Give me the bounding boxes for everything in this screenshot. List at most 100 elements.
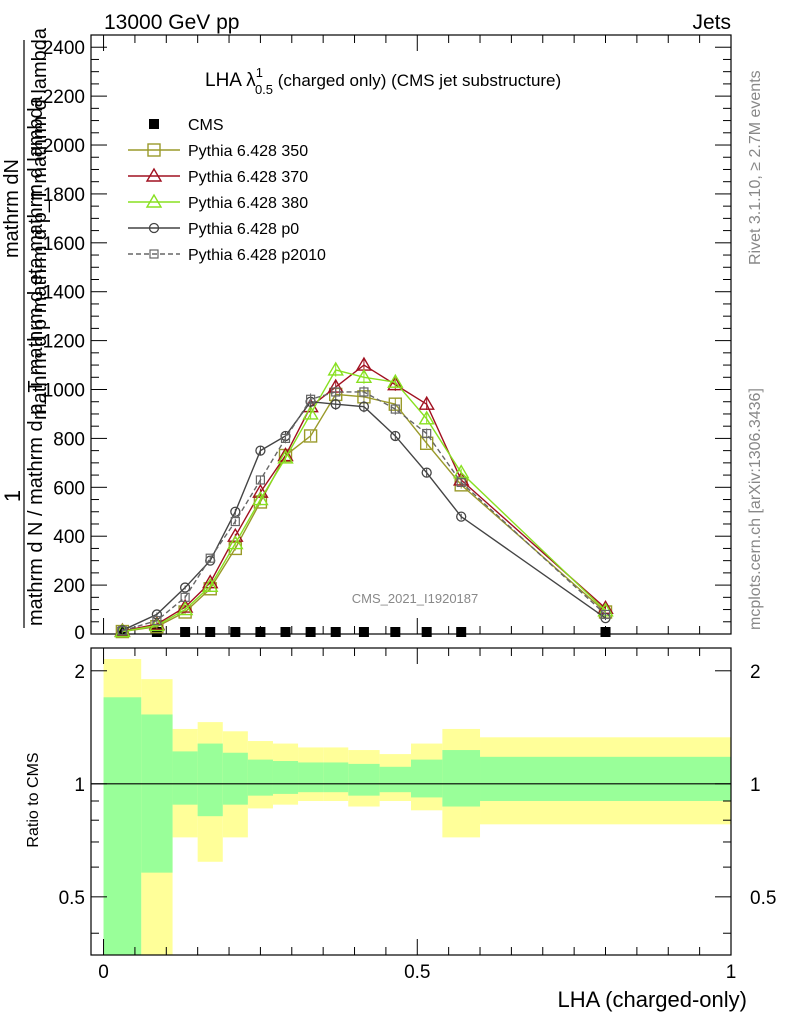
legend-label: Pythia 6.428 p0 [188, 221, 299, 238]
main-y-axis-label: 1 mathrm d N / mathrm d p_T mathrm d eta… [0, 27, 51, 628]
data-point [252, 491, 269, 506]
main-frame [90, 34, 732, 635]
plot-title: LHA λ1 0.5 (charged only) (CMS jet substr… [205, 65, 561, 97]
ylabel-numerator: mathrm dN [1, 159, 23, 258]
ratio-band-inner [197, 743, 223, 817]
data-point [600, 627, 611, 637]
data-point [255, 627, 266, 637]
data-point [227, 535, 244, 550]
data-point [179, 582, 191, 593]
ratio-y-tick-label-right: 2 [750, 662, 761, 683]
data-point [145, 167, 163, 182]
ratio-band-inner [272, 761, 299, 794]
y-tick-label-zero: 0 [74, 623, 85, 644]
series-line [122, 364, 606, 632]
ratio-band-inner [411, 759, 443, 798]
y-tick-label: 1400 [43, 283, 85, 304]
y-tick-label: 1800 [43, 185, 85, 206]
data-point [180, 627, 191, 637]
data-point [230, 516, 240, 527]
ratio-bands [103, 658, 731, 955]
data-point [327, 361, 344, 376]
ylabel-one: 1 [0, 490, 25, 502]
y-tick-label: 1000 [43, 381, 85, 402]
ratio-band-inner [172, 751, 198, 805]
ratio-band-inner [323, 762, 349, 793]
ratio-y-tick-label-right: 1 [750, 775, 761, 796]
data-point [277, 449, 294, 464]
ratio-band-inner [247, 759, 273, 796]
legend-label: Pythia 6.428 350 [188, 143, 308, 160]
ylabel-denominator: mathrm d N / mathrm d p_T mathrm d eta m… [25, 95, 47, 626]
ratio-tick-labels: 0.5 0.5 1 1 2 2 0 0.5 1 [59, 662, 777, 983]
data-point [303, 429, 318, 443]
data-point [358, 627, 369, 637]
series-line [122, 391, 606, 632]
data-point [421, 467, 432, 478]
title-sub: 0.5 [255, 82, 273, 97]
ratio-band-inner [379, 766, 411, 793]
x-tick-label: 1 [726, 962, 737, 983]
data-point [331, 387, 341, 397]
y-tick-label: 600 [53, 478, 85, 499]
legend-label: Pythia 6.428 p2010 [188, 247, 326, 264]
analysis-watermark: CMS_2021_I1920187 [352, 591, 479, 606]
main-panel: 200 400 600 800 1000 1200 1400 1600 1800 2000 2200… [0, 27, 732, 644]
y-tick-label: 1600 [43, 234, 85, 255]
data-point [330, 399, 341, 410]
data-point [149, 249, 159, 259]
data-point [456, 511, 467, 522]
x-tick-label: 0.5 [404, 962, 430, 983]
data-point [147, 143, 161, 157]
legend-label: Pythia 6.428 370 [188, 169, 308, 186]
data-point [230, 506, 241, 517]
ylabel-inner-denominator: mathrm d p mathrm d p_T mathrm d lambda [29, 27, 51, 420]
jets-label: Jets [692, 11, 731, 34]
data-point [390, 627, 401, 637]
data-point [145, 193, 163, 208]
data-point [456, 477, 466, 488]
ratio-band-inner [348, 763, 380, 796]
data-point [355, 368, 373, 383]
data-point [387, 376, 404, 391]
ratio-band-inner [141, 714, 173, 873]
ratio-band-inner [480, 756, 731, 801]
data-point [255, 445, 266, 456]
x-axis-label: LHA (charged-only) [557, 987, 747, 1012]
series-0 [117, 627, 611, 637]
data-point [148, 222, 160, 234]
data-point [255, 475, 266, 485]
data-point [600, 609, 611, 620]
data-point [330, 627, 341, 637]
data-point [149, 119, 159, 129]
data-point [302, 405, 319, 420]
data-point [227, 527, 244, 542]
ratio-panel: 0.5 0.5 1 1 2 2 0 0.5 1 Ratio to CMS LHA (charge… [25, 647, 777, 1012]
y-tick-label: 400 [53, 527, 85, 548]
y-tick-label: 1200 [43, 332, 85, 353]
ratio-y-axis-label: Ratio to CMS [25, 752, 42, 847]
ratio-y-tick-label: 0.5 [59, 888, 85, 909]
data-point [280, 433, 291, 444]
data-point [421, 627, 432, 637]
y-tick-label: 2200 [43, 87, 85, 108]
y-tick-label: 2400 [43, 38, 85, 59]
series-layer [114, 356, 614, 639]
data-point [418, 395, 435, 410]
ratio-band-inner [103, 697, 142, 955]
y-tick-label: 2000 [43, 136, 85, 157]
energy-label: 13000 GeV pp [104, 11, 239, 34]
legend-label: Pythia 6.428 380 [188, 195, 308, 212]
data-point [201, 577, 219, 593]
legend: CMS Pythia 6.428 350 Pythia 6.428 370 Pythi… [128, 117, 326, 264]
data-point [152, 615, 162, 626]
ratio-band-inner [222, 752, 248, 805]
title-sup: 1 [256, 65, 263, 80]
data-point [230, 627, 241, 637]
data-point [117, 626, 127, 636]
y-tick-label: 800 [53, 429, 85, 450]
main-y-tick-labels: 200 400 600 800 1000 1200 1400 1600 1800 2000 2200… [43, 38, 85, 644]
ratio-y-tick-label-right: 0.5 [750, 888, 776, 909]
title-rest: (charged only) (CMS jet substructure) [273, 71, 561, 90]
data-point [176, 601, 194, 616]
